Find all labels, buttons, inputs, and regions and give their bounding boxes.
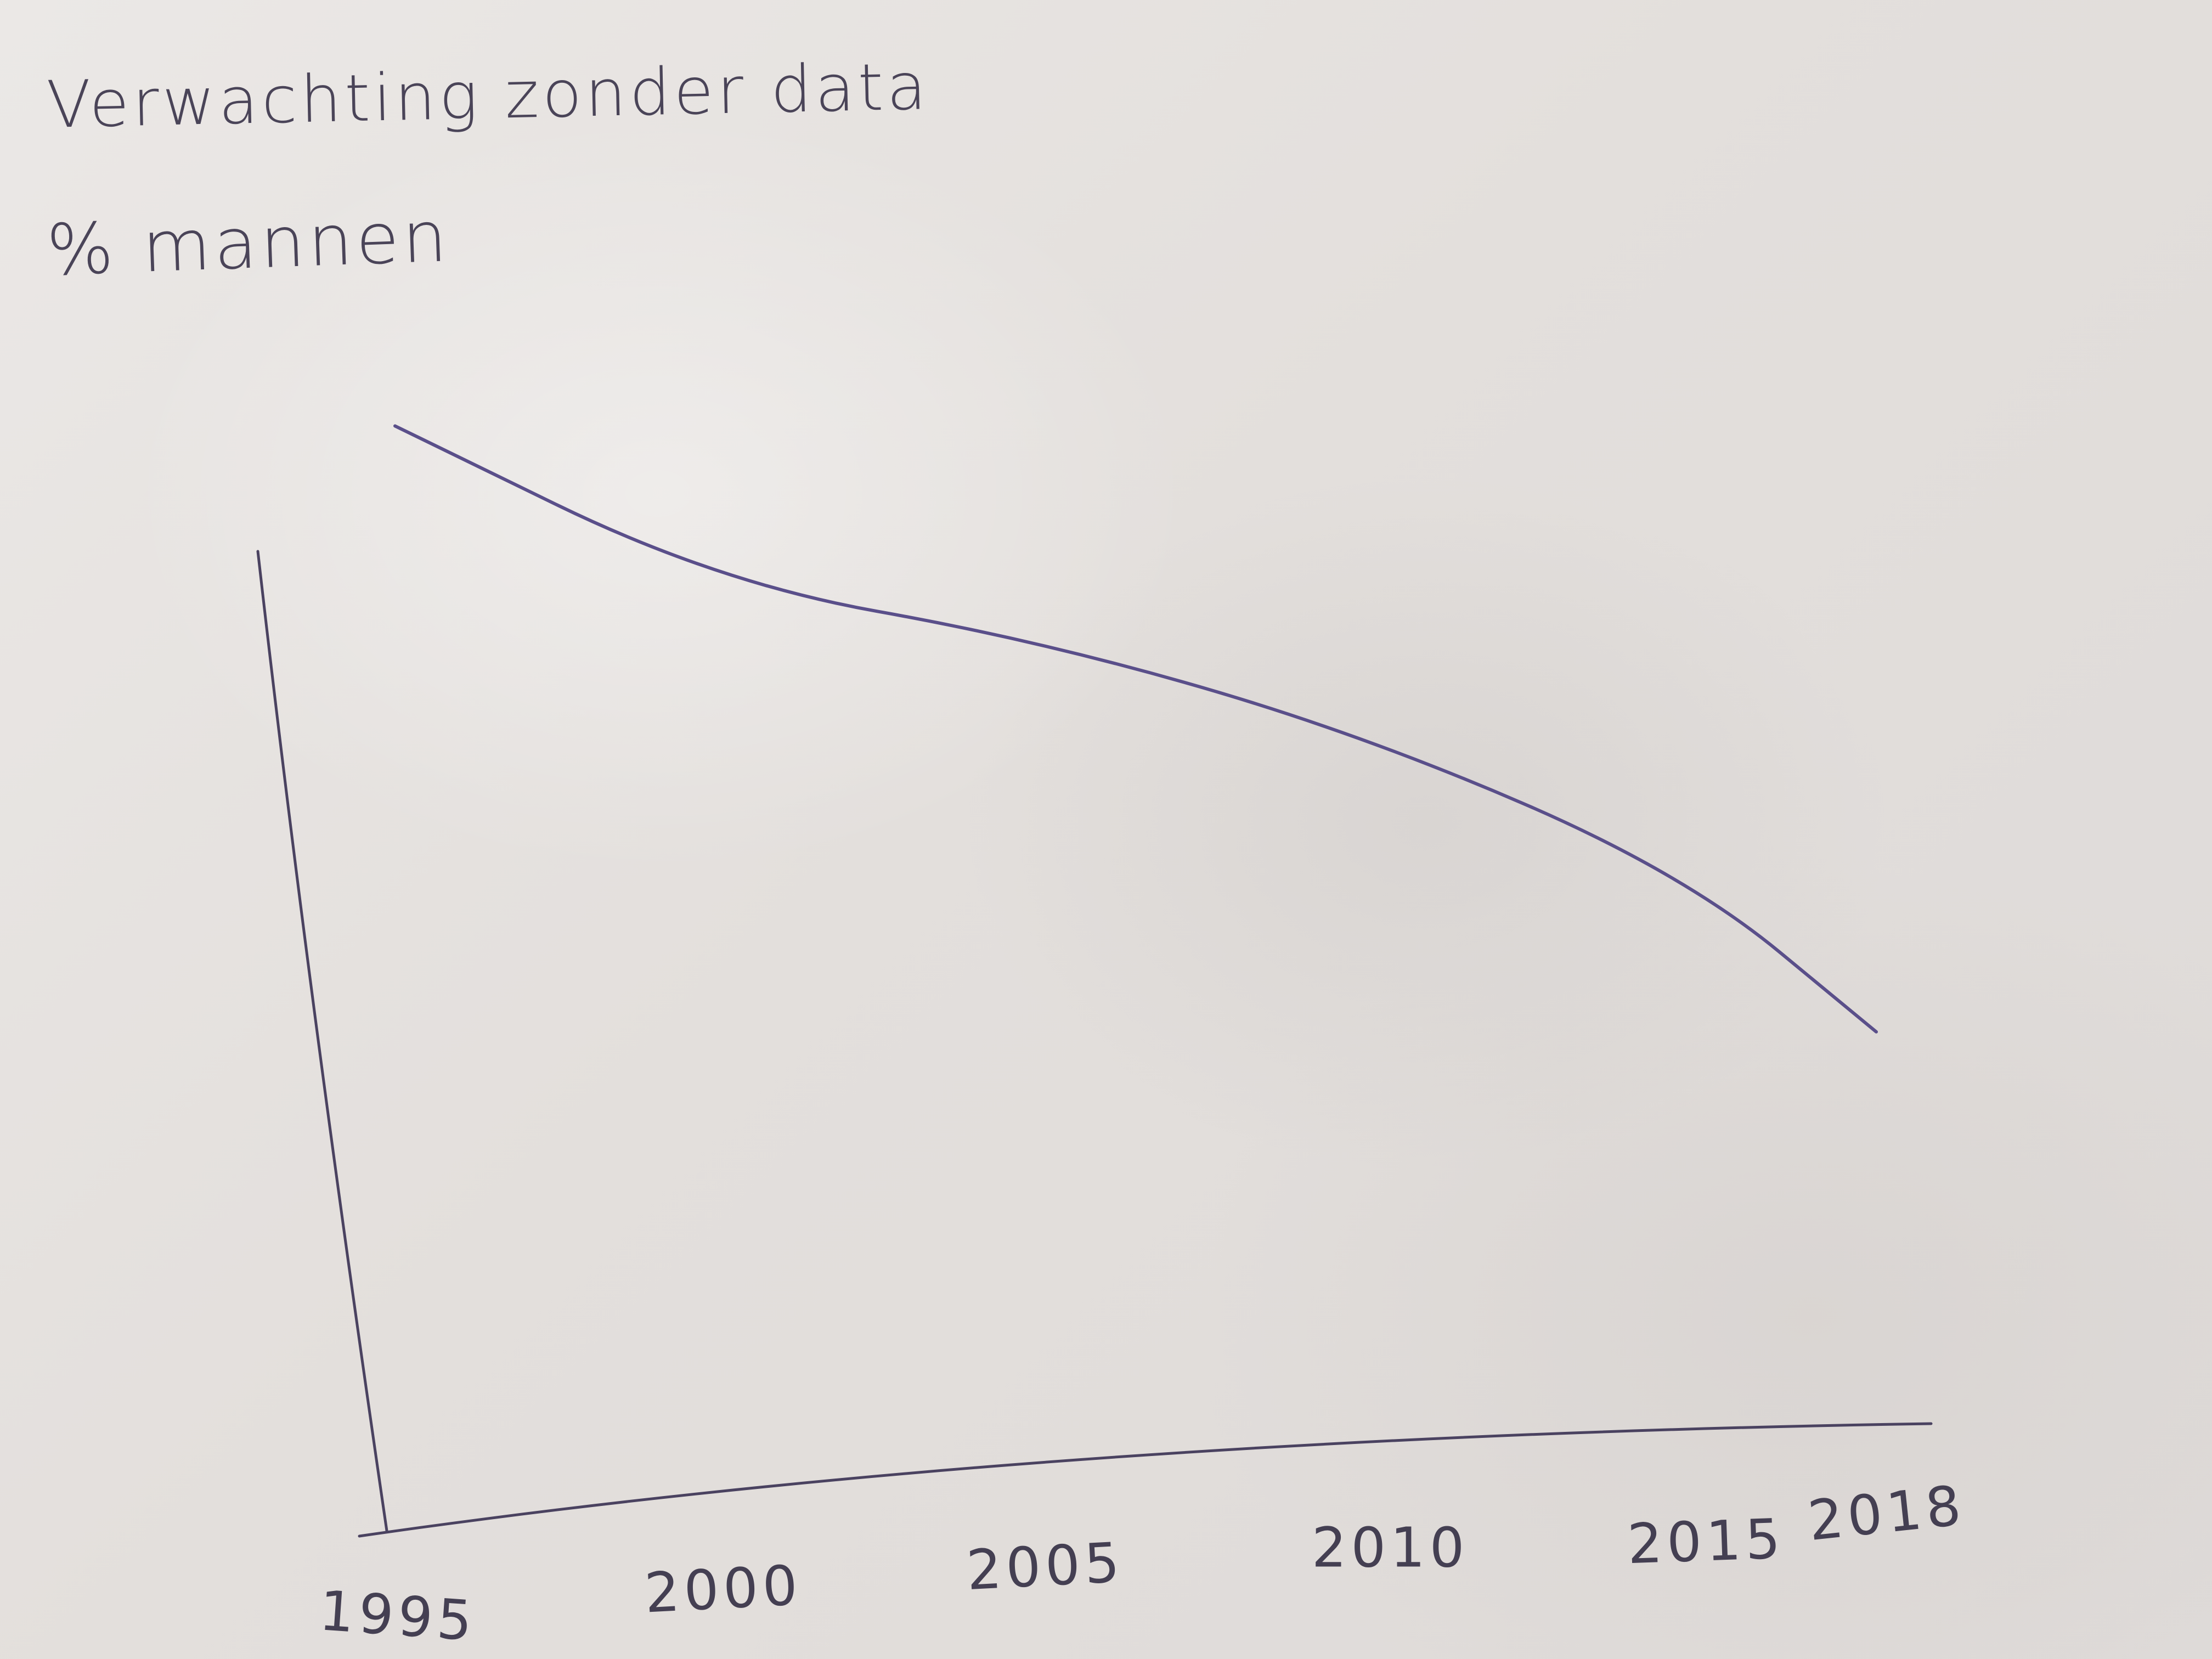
x-tick-label-2015: 2015 <box>1627 1506 1786 1576</box>
y-axis-line <box>256 550 388 1532</box>
x-tick-label-2010: 2010 <box>1312 1516 1469 1580</box>
x-tick-label-2005: 2005 <box>965 1530 1125 1602</box>
chart-axes <box>256 550 1933 1538</box>
x-tick-label-2000: 2000 <box>643 1553 803 1626</box>
x-tick-label-2018: 2018 <box>1805 1473 1968 1553</box>
x-axis-line <box>358 1422 1933 1538</box>
series-line-0 <box>393 424 1878 1034</box>
x-tick-labels: 1995 2000 2005 2010 2015 2018 <box>317 1473 1968 1654</box>
x-tick-label-1995: 1995 <box>317 1578 478 1654</box>
chart-series <box>393 424 1878 1034</box>
